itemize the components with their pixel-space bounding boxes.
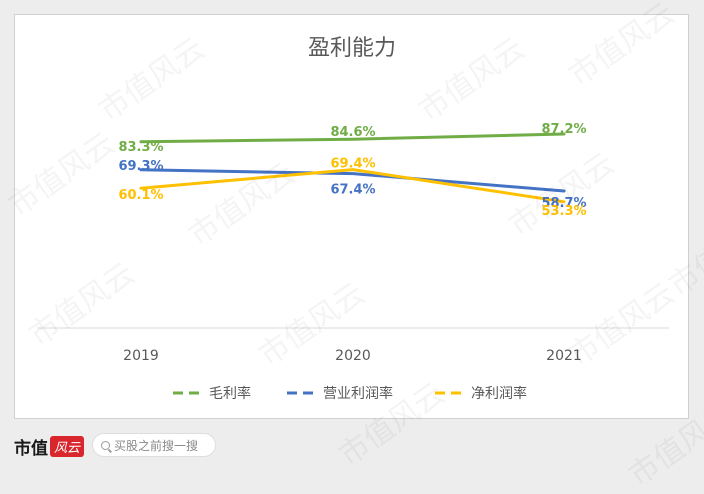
logo-text: 市值 [14, 439, 48, 459]
search-icon [101, 440, 110, 450]
x-tick-label-2021: 2021 [546, 348, 582, 364]
search-placeholder: 买股之前搜一搜 [114, 438, 199, 453]
data-label-2-1: 69.4% [330, 157, 375, 172]
data-label-0-1: 84.6% [330, 125, 375, 140]
legend-label-1: 营业利润率 [323, 385, 393, 402]
search-input[interactable]: 买股之前搜一搜 [92, 433, 216, 457]
data-label-0-0: 83.3% [118, 140, 163, 155]
logo-badge: 风云 [50, 436, 85, 457]
data-label-1-1: 67.4% [330, 183, 375, 198]
chart-card: 盈利能力 2019 2020 2021 83.3% 84.6% 87.2% 69.3% 67.4… [14, 14, 689, 419]
data-label-1-2: 58.7% [541, 196, 586, 211]
legend-label-0: 毛利率 [209, 385, 251, 402]
x-tick-label-2019: 2019 [123, 348, 159, 364]
series-line-2 [139, 168, 566, 204]
series-line-0 [139, 132, 566, 144]
brand-logo[interactable]: 市值 风云 [14, 434, 85, 459]
series-line-1 [139, 168, 566, 193]
data-label-1-0: 69.3% [118, 159, 163, 174]
footer-bar: 市值 风云 买股之前搜一搜 [0, 426, 704, 469]
chart-title: 盈利能力 [308, 36, 396, 61]
data-label-2-2: 53.3% [541, 204, 586, 219]
data-label-2-0: 60.1% [118, 188, 163, 203]
x-tick-label-2020: 2020 [335, 348, 371, 364]
data-label-0-2: 87.2% [541, 122, 586, 137]
line-chart: 盈利能力 2019 2020 2021 83.3% 84.6% 87.2% 69.3% 67.4… [37, 36, 669, 402]
legend-label-2: 净利润率 [471, 385, 527, 402]
